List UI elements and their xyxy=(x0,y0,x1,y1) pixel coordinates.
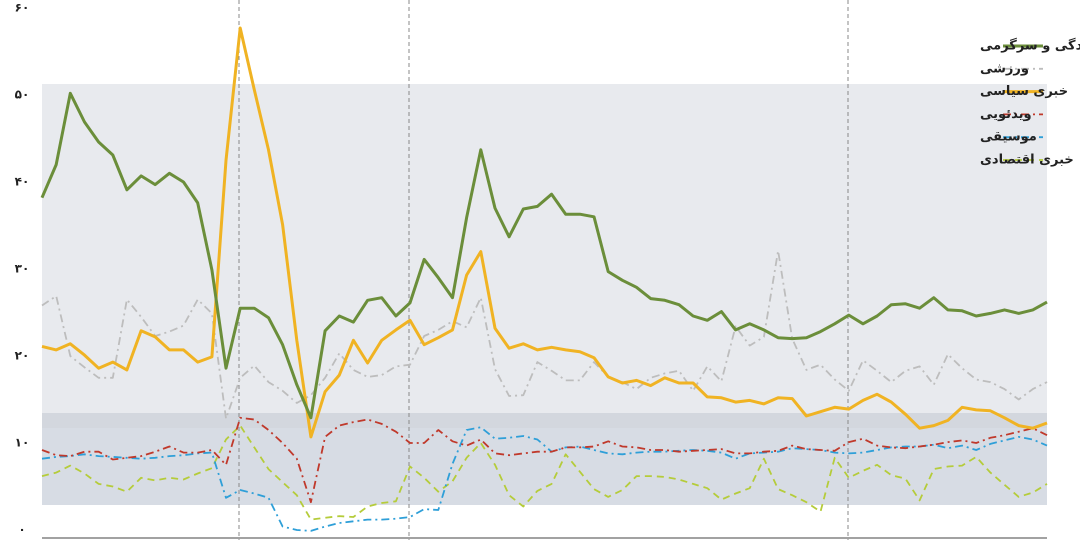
y-tick-label: ۱۰ xyxy=(15,436,30,450)
y-tick-label: ۲۰ xyxy=(15,349,30,363)
legend-label: خبری اقتصادی xyxy=(980,153,1074,168)
series-line xyxy=(41,26,1048,439)
y-tick-label: ۴۰ xyxy=(15,175,30,189)
legend-label: سبک زندگی و سرگرمی xyxy=(980,38,1080,54)
background-band xyxy=(42,413,1047,428)
legend-label: موسیقی xyxy=(980,130,1037,145)
series-line xyxy=(40,91,1048,420)
series-line xyxy=(41,426,1048,532)
y-tick-label: ۶۰ xyxy=(15,1,30,15)
series-line xyxy=(41,424,1048,521)
legend-label: ویدئویی xyxy=(980,107,1032,122)
series-line xyxy=(41,249,1048,420)
legend-label: خبری سیاسی xyxy=(980,84,1068,99)
legend-label: ورزشی xyxy=(980,61,1029,76)
background-band xyxy=(42,84,1047,413)
y-tick-label: ۳۰ xyxy=(15,262,30,276)
y-tick-label: ۰ xyxy=(18,523,25,537)
background-band xyxy=(42,428,1047,505)
series-line xyxy=(41,416,1048,504)
y-tick-label: ۵۰ xyxy=(15,88,30,102)
